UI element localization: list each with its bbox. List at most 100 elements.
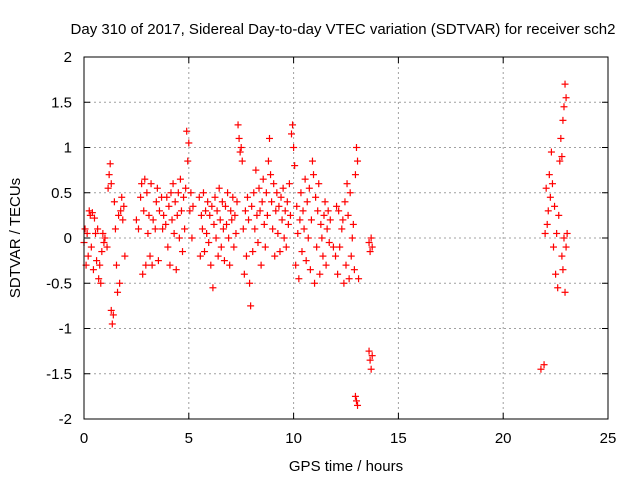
data-point — [177, 207, 185, 215]
data-point — [546, 193, 554, 201]
data-point — [108, 320, 116, 328]
data-point — [368, 243, 376, 251]
data-point — [314, 207, 322, 215]
data-point — [94, 225, 102, 233]
data-point — [542, 184, 550, 192]
data-point — [308, 157, 316, 165]
data-point — [230, 243, 238, 251]
y-tick-label: -1.5 — [46, 366, 72, 383]
data-point — [139, 270, 147, 278]
data-point — [204, 198, 212, 206]
data-point — [207, 261, 215, 269]
data-point — [247, 302, 255, 310]
data-point — [559, 266, 567, 274]
data-point — [545, 171, 553, 179]
data-point — [110, 198, 118, 206]
data-point — [347, 252, 355, 260]
data-point — [257, 261, 265, 269]
data-point — [338, 225, 346, 233]
data-point — [325, 239, 333, 247]
data-point — [543, 220, 551, 228]
data-point — [263, 211, 271, 219]
data-point — [202, 207, 210, 215]
data-point — [245, 216, 253, 224]
data-point — [253, 211, 261, 219]
data-point — [544, 207, 552, 215]
data-point — [316, 270, 324, 278]
data-point — [198, 225, 206, 233]
data-point — [255, 184, 263, 192]
data-point — [92, 229, 100, 237]
data-point — [275, 202, 283, 210]
data-point — [556, 157, 564, 165]
data-point — [336, 243, 344, 251]
data-point — [294, 229, 302, 237]
data-point — [147, 180, 155, 188]
data-point — [107, 180, 115, 188]
data-point — [318, 234, 326, 242]
data-point — [187, 189, 195, 197]
data-point — [107, 306, 115, 314]
data-point — [104, 184, 112, 192]
data-point — [313, 243, 321, 251]
data-point — [166, 261, 174, 269]
y-tick-label: -1 — [59, 321, 72, 338]
data-point — [301, 175, 309, 183]
data-point — [345, 275, 353, 283]
data-point — [343, 180, 351, 188]
data-point — [188, 234, 196, 242]
data-point — [241, 207, 249, 215]
data-point — [164, 243, 172, 251]
data-point — [148, 261, 156, 269]
data-point — [350, 266, 358, 274]
data-point — [196, 252, 204, 260]
data-point — [206, 211, 214, 219]
data-point — [149, 216, 157, 224]
data-point — [351, 392, 359, 400]
data-point — [212, 234, 220, 242]
data-point — [109, 311, 117, 319]
y-tick-label: -0.5 — [46, 275, 72, 292]
data-point — [242, 252, 250, 260]
data-point — [105, 171, 113, 179]
y-tick-label: 1.5 — [51, 94, 72, 111]
data-point — [229, 193, 237, 201]
data-point — [288, 130, 296, 138]
data-point — [259, 175, 267, 183]
data-point — [342, 261, 350, 269]
data-point — [171, 198, 179, 206]
data-point — [142, 261, 150, 269]
data-point — [132, 216, 140, 224]
data-point — [140, 207, 148, 215]
data-point — [137, 193, 145, 201]
data-point — [170, 229, 178, 237]
data-point — [348, 234, 356, 242]
data-point — [186, 207, 194, 215]
data-point — [258, 198, 266, 206]
data-point — [120, 202, 128, 210]
data-point — [303, 198, 311, 206]
data-point — [540, 361, 548, 369]
data-point — [355, 275, 363, 283]
data-point — [180, 193, 188, 201]
data-point — [115, 211, 123, 219]
data-point — [213, 207, 221, 215]
data-point — [277, 193, 285, 201]
data-point — [97, 279, 105, 287]
data-point — [326, 216, 334, 224]
data-point — [334, 270, 342, 278]
data-point — [189, 202, 197, 210]
data-point — [561, 288, 569, 296]
x-tick-label: 0 — [80, 430, 88, 447]
x-tick-label: 10 — [285, 430, 302, 447]
data-point — [550, 243, 558, 251]
data-point — [118, 193, 126, 201]
data-point — [185, 139, 193, 147]
x-axis-ticks: 0 5 10 15 20 25 — [80, 57, 616, 447]
data-point — [558, 153, 566, 161]
data-point — [317, 220, 325, 228]
data-point — [290, 144, 298, 151]
data-point — [304, 234, 312, 242]
data-point — [224, 189, 232, 197]
x-tick-label: 15 — [390, 430, 407, 447]
